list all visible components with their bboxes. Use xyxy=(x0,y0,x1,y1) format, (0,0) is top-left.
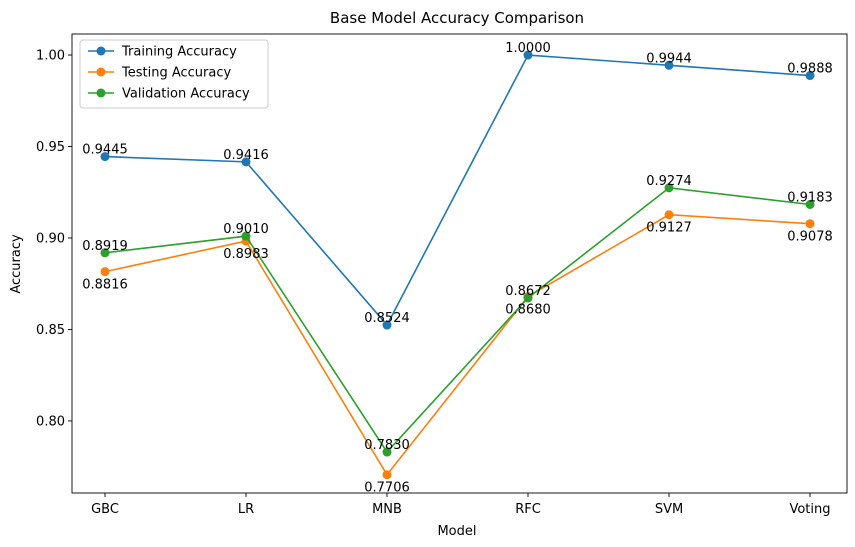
plot-area: GBC LR MNB RFC SVM Voting 0.80 0.85 0.90 0.95 1.00… xyxy=(36,33,848,517)
data-label-s2-3: 0.8672 xyxy=(505,284,551,299)
series-line-2 xyxy=(104,187,811,454)
data-point-s2-0 xyxy=(100,248,110,258)
legend-marker-0 xyxy=(96,46,106,56)
legend-box xyxy=(79,39,269,109)
x-tick-label-rfc: RFC xyxy=(515,502,541,517)
data-label-s1-5: 0.9078 xyxy=(787,230,833,245)
data-label-s2-0: 0.8919 xyxy=(82,239,128,254)
x-tick-label-svm: SVM xyxy=(655,502,683,517)
plot-frame xyxy=(71,33,848,494)
data-point-s0-2 xyxy=(382,320,392,330)
data-label-s1-2: 0.7706 xyxy=(364,481,410,496)
data-point-s0-5 xyxy=(805,71,815,81)
data-label-s0-4: 0.9944 xyxy=(646,51,692,66)
x-tick-label-mnb: MNB xyxy=(372,502,402,517)
y-tick-label-4: 1.00 xyxy=(36,49,65,64)
legend-label-2: Validation Accuracy xyxy=(122,87,250,102)
data-point-s2-5 xyxy=(805,200,815,210)
data-label-s1-3: 0.8680 xyxy=(505,303,551,318)
data-point-s1-4 xyxy=(664,210,674,220)
data-point-s2-1 xyxy=(241,231,251,241)
y-tick-label-2: 0.90 xyxy=(36,231,65,246)
x-tick-label-lr: LR xyxy=(238,502,254,517)
data-point-s2-3 xyxy=(523,293,533,303)
x-tick-label-voting: Voting xyxy=(789,502,830,517)
series-line-0 xyxy=(104,54,811,327)
x-axis-title: Model xyxy=(437,524,476,539)
data-point-s1-0 xyxy=(100,267,110,277)
data-point-s1-5 xyxy=(805,219,815,229)
y-axis-title: Accuracy xyxy=(9,234,24,294)
data-point-s2-2 xyxy=(382,447,392,457)
data-label-s0-0: 0.9445 xyxy=(82,143,128,158)
data-label-s2-5: 0.9183 xyxy=(787,191,833,206)
data-label-s0-2: 0.8524 xyxy=(364,311,410,326)
data-point-s0-3 xyxy=(523,50,533,60)
y-tick-label-0: 0.80 xyxy=(36,414,65,429)
data-label-s1-0: 0.8816 xyxy=(82,278,128,293)
data-point-s2-4 xyxy=(664,183,674,193)
legend-label-1: Testing Accuracy xyxy=(121,66,231,81)
data-point-s1-2 xyxy=(382,470,392,480)
data-label-s0-3: 1.0000 xyxy=(505,41,551,56)
legend-label-0: Training Accuracy xyxy=(121,45,237,60)
y-tick-label-1: 0.85 xyxy=(36,323,65,338)
x-tick-label-gbc: GBC xyxy=(91,502,119,517)
chart-title: Base Model Accuracy Comparison xyxy=(330,9,584,27)
series-line-1 xyxy=(104,213,811,477)
data-label-s1-1: 0.8983 xyxy=(223,247,269,262)
legend-marker-2 xyxy=(96,88,106,98)
legend-marker-1 xyxy=(96,67,106,77)
data-label-s0-5: 0.9888 xyxy=(787,62,833,77)
y-tick-label-3: 0.95 xyxy=(36,140,65,155)
data-label-s1-4: 0.9127 xyxy=(646,221,692,236)
data-label-s0-1: 0.9416 xyxy=(223,148,269,163)
data-label-s2-1: 0.9010 xyxy=(223,222,269,237)
data-point-s0-0 xyxy=(100,152,110,162)
data-point-s0-1 xyxy=(241,157,251,167)
data-label-s2-4: 0.9274 xyxy=(646,174,692,189)
data-label-s2-2: 0.7830 xyxy=(364,438,410,453)
data-point-s0-4 xyxy=(664,60,674,70)
